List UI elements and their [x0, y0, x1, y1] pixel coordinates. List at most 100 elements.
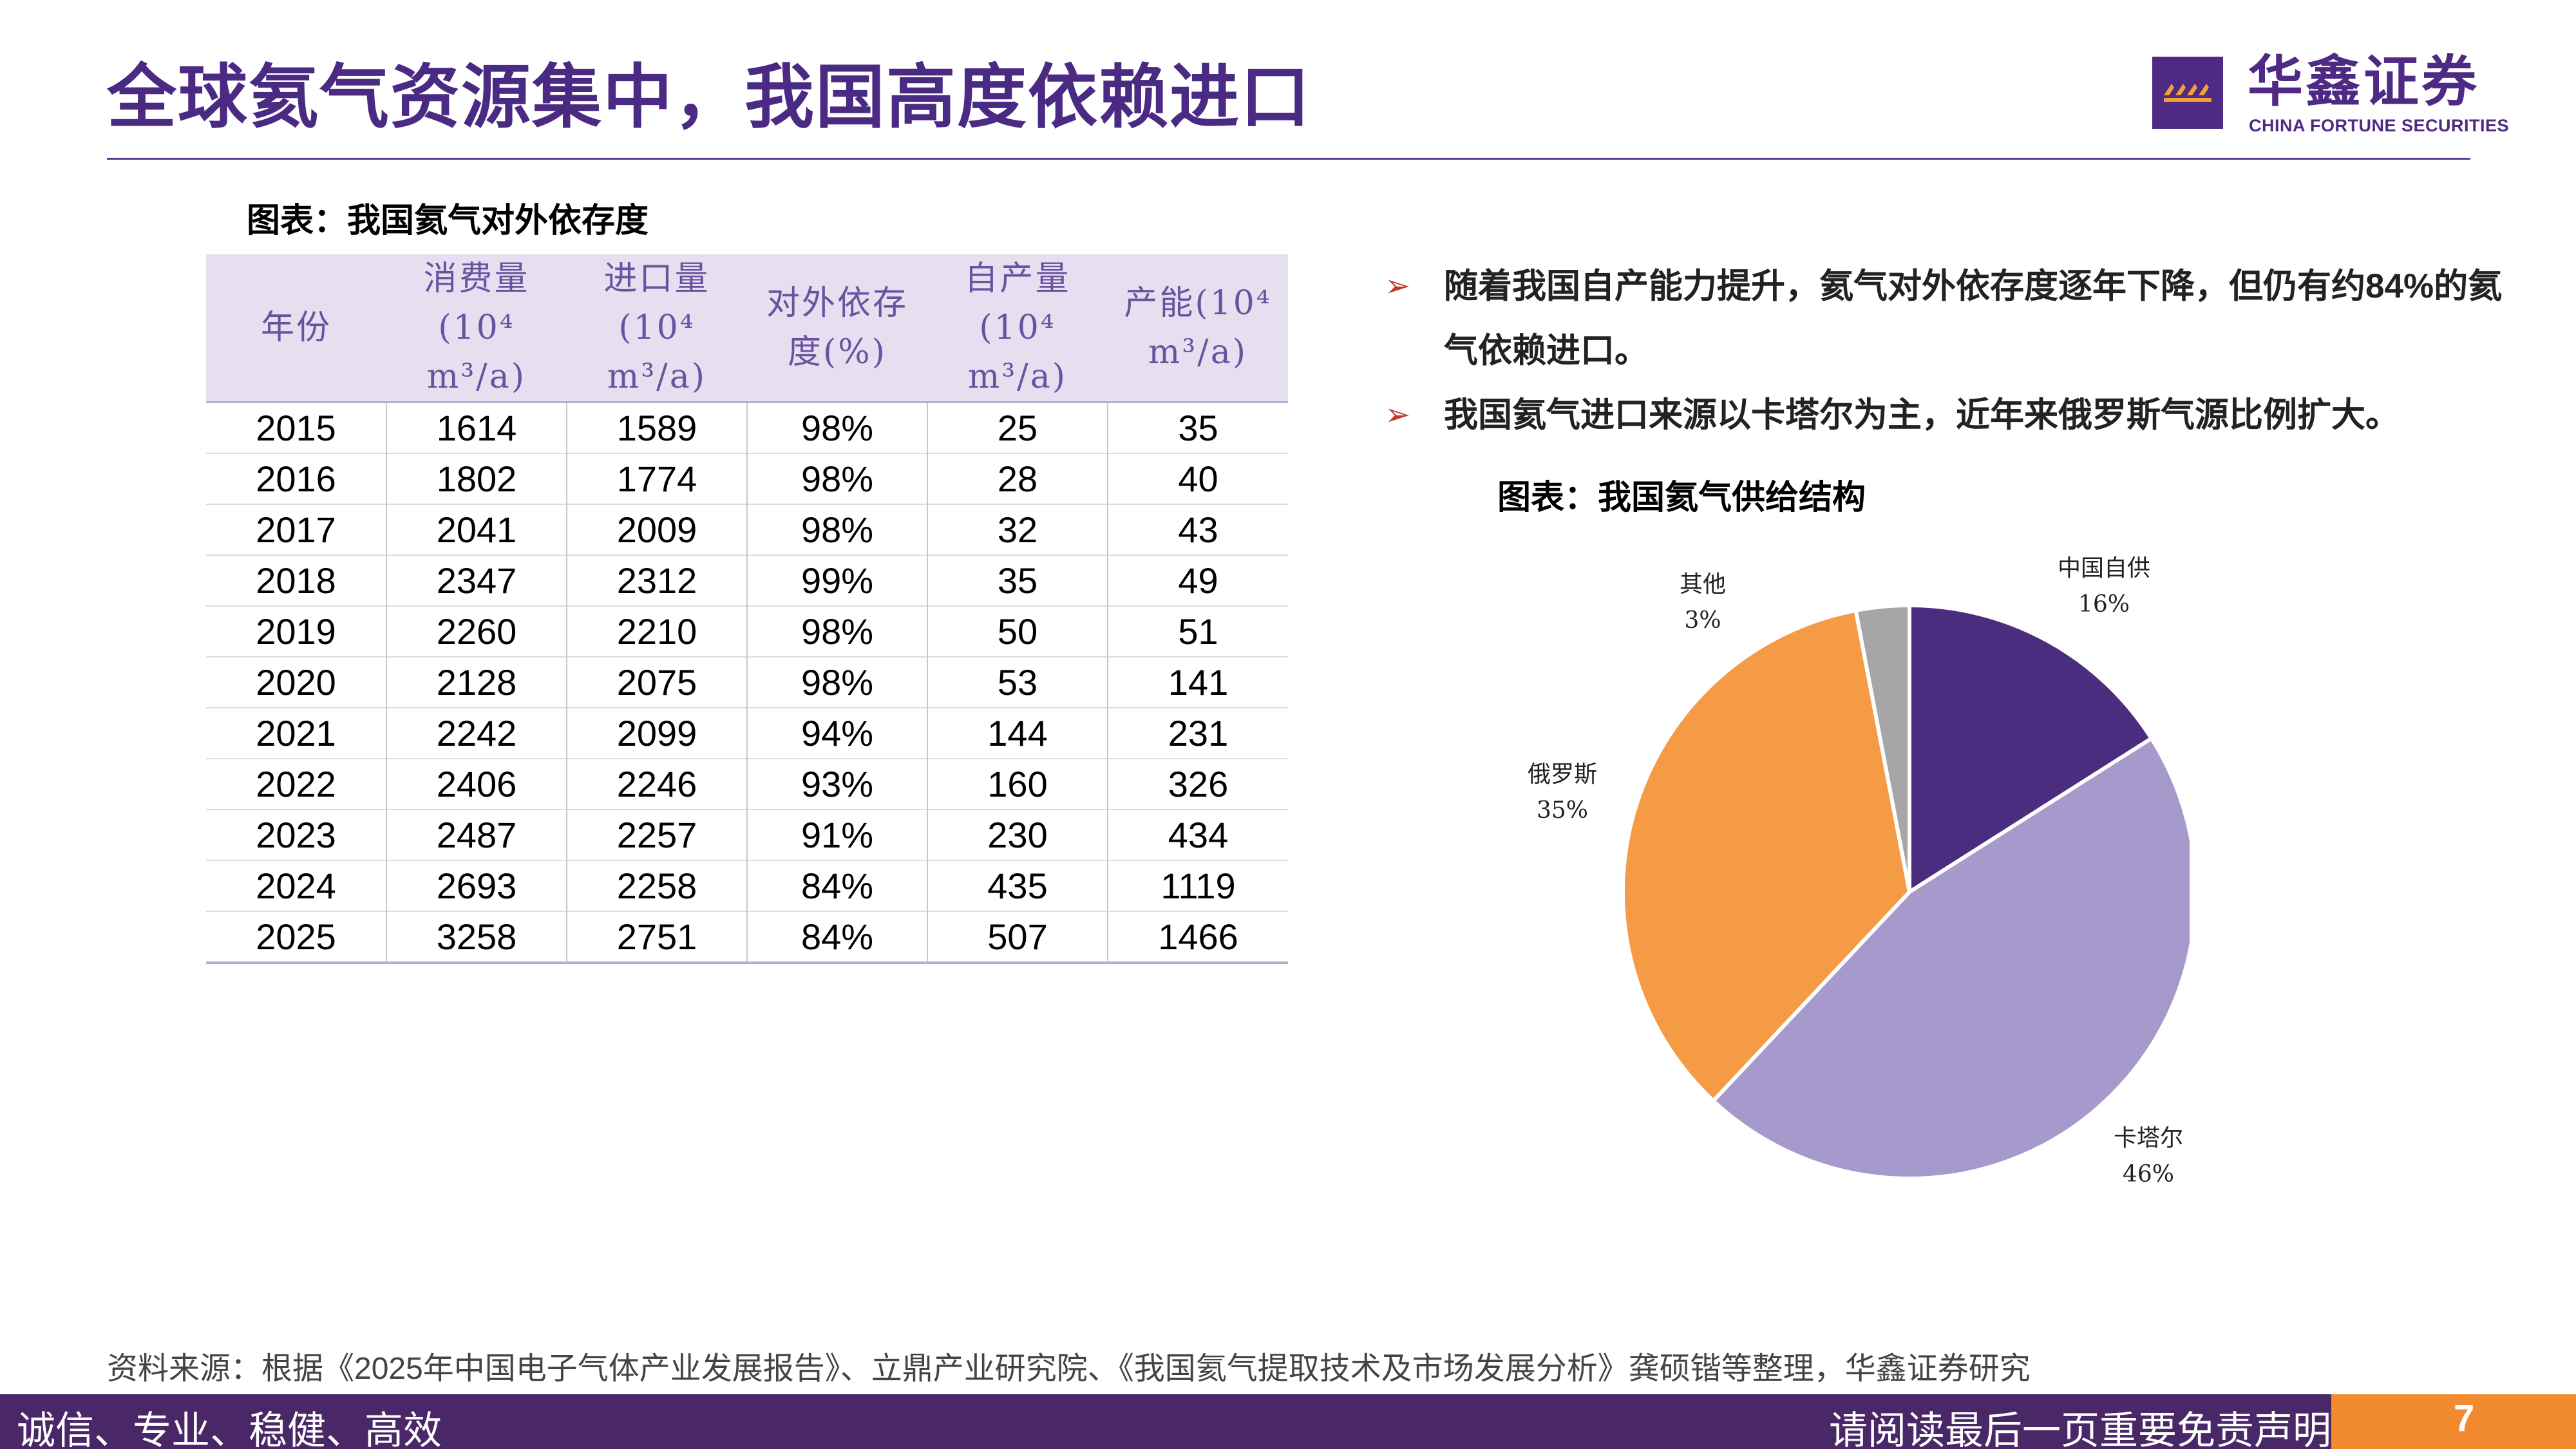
table-row: 2018 2347 2312 99% 35 49 — [206, 554, 1288, 606]
table-caption: 图表：我国氦气对外依存度 — [247, 202, 649, 240]
table-cell: 3258 — [386, 911, 567, 964]
table-row: 2024 2693 2258 84% 435 1119 — [206, 860, 1288, 911]
pie-label-name: 俄罗斯 — [1528, 761, 1598, 788]
table-cell: 435 — [927, 860, 1108, 911]
title-divider — [107, 158, 2470, 160]
table-cell: 53 — [927, 656, 1108, 708]
table-cell: 28 — [927, 453, 1108, 504]
table-cell: 2018 — [206, 554, 386, 606]
table-cell: 1774 — [566, 453, 747, 504]
page-number-box: 7 — [2331, 1394, 2576, 1449]
helium-dependency-table: 年份 消费量(10⁴ m³/a) 进口量(10⁴ m³/a) 对外依存度(%) … — [206, 254, 1288, 964]
supply-structure-pie-chart — [1621, 603, 2190, 1179]
table-cell: 98% — [746, 401, 927, 453]
header-consumption: 消费量(10⁴ m³/a) — [386, 254, 567, 402]
arrow-icon: ➢ — [1385, 398, 1411, 432]
table-row: 2019 2260 2210 98% 50 51 — [206, 605, 1288, 657]
table-cell: 230 — [927, 809, 1108, 860]
bullet-text: 随着我国自产能力提升，氦气对外依存度逐年下降，但仍有约84%的氦气依赖进口。 — [1444, 267, 2503, 370]
table-cell: 1466 — [1107, 911, 1288, 964]
bullet-item: ➢ 随着我国自产能力提升，氦气对外依存度逐年下降，但仍有约84%的氦气依赖进口。 — [1385, 254, 2518, 383]
pie-label-value: 3% — [1684, 607, 1721, 634]
table-cell: 2751 — [566, 911, 747, 964]
pie-label-qatar: 卡塔尔 46% — [2114, 1121, 2183, 1193]
logo-name-cn: 华鑫证券 — [2248, 51, 2479, 113]
table-cell: 98% — [746, 605, 927, 657]
footer-disclaimer: 请阅读最后一页重要免责声明 — [1829, 1409, 2331, 1449]
table-cell: 40 — [1107, 453, 1288, 504]
table-cell: 91% — [746, 809, 927, 860]
header-year: 年份 — [206, 254, 386, 402]
pie-label-china: 中国自供 16% — [2058, 551, 2150, 623]
table-cell: 2024 — [206, 860, 386, 911]
table-cell: 160 — [927, 758, 1108, 810]
table-cell: 2257 — [566, 809, 747, 860]
table-cell: 144 — [927, 707, 1108, 759]
table-row: 2025 3258 2751 84% 507 1466 — [206, 911, 1288, 964]
table-cell: 2487 — [386, 809, 567, 860]
table-cell: 507 — [927, 911, 1108, 964]
table-cell: 2023 — [206, 809, 386, 860]
pie-label-name: 卡塔尔 — [2114, 1125, 2184, 1151]
table-row: 2021 2242 2099 94% 144 231 — [206, 707, 1288, 759]
table-cell: 2312 — [566, 554, 747, 606]
page-title: 全球氦气资源集中，我国高度依赖进口 — [107, 58, 1312, 136]
pie-label-value: 35% — [1537, 797, 1589, 824]
table-cell: 84% — [746, 911, 927, 964]
table-cell: 2075 — [566, 656, 747, 708]
table-cell: 2020 — [206, 656, 386, 708]
table-cell: 2025 — [206, 911, 386, 964]
table-header-row: 年份 消费量(10⁴ m³/a) 进口量(10⁴ m³/a) 对外依存度(%) … — [206, 254, 1288, 402]
table-cell: 43 — [1107, 504, 1288, 555]
table-cell: 1119 — [1107, 860, 1288, 911]
bullet-text: 我国氦气进口来源以卡塔尔为主，近年来俄罗斯气源比例扩大。 — [1444, 396, 2400, 434]
header-capacity: 产能(10⁴ m³/a) — [1108, 254, 1288, 402]
table-cell: 32 — [927, 504, 1108, 555]
footer-bar: 诚信、专业、稳健、高效 请阅读最后一页重要免责声明 7 — [0, 1394, 2576, 1449]
page-number: 7 — [2454, 1397, 2475, 1439]
pie-label-name: 其他 — [1680, 571, 1727, 598]
source-note: 资料来源：根据《2025年中国电子气体产业发展报告》、立鼎产业研究院、《我国氦气… — [107, 1352, 2031, 1386]
footer-motto: 诚信、专业、稳健、高效 — [17, 1409, 442, 1449]
pie-label-value: 46% — [2123, 1161, 2175, 1188]
table-cell: 2246 — [566, 758, 747, 810]
table-cell: 2258 — [566, 860, 747, 911]
table-cell: 2022 — [206, 758, 386, 810]
company-logo: 华鑫证券 CHINA FORTUNE SECURITIES — [2152, 54, 2509, 140]
header-import: 进口量(10⁴ m³/a) — [567, 254, 747, 402]
table-cell: 2019 — [206, 605, 386, 657]
pie-slice-其他 — [1853, 603, 1911, 893]
bullet-item: ➢ 我国氦气进口来源以卡塔尔为主，近年来俄罗斯气源比例扩大。 — [1385, 383, 2518, 448]
pie-slice-卡塔尔 — [1710, 735, 2190, 1179]
table-cell: 84% — [746, 860, 927, 911]
table-cell: 1589 — [566, 401, 747, 453]
pie-chart-title: 图表：我国氦气供给结构 — [1497, 479, 1866, 516]
pie-label-name: 中国自供 — [2058, 555, 2151, 582]
table-cell: 2693 — [386, 860, 567, 911]
table-cell: 2017 — [206, 504, 386, 555]
table-cell: 93% — [746, 758, 927, 810]
logo-mark-icon — [2152, 57, 2223, 129]
table-row: 2023 2487 2257 91% 230 434 — [206, 809, 1288, 860]
table-cell: 231 — [1107, 707, 1288, 759]
table-cell: 98% — [746, 504, 927, 555]
table-cell: 434 — [1107, 809, 1288, 860]
table-cell: 2242 — [386, 707, 567, 759]
table-cell: 49 — [1107, 554, 1288, 606]
pie-slice-中国自供 — [1908, 603, 2154, 896]
pie-slice-俄罗斯 — [1621, 608, 1912, 1104]
table-cell: 2015 — [206, 401, 386, 453]
pie-label-value: 16% — [2078, 591, 2130, 618]
table-cell: 35 — [927, 554, 1108, 606]
table-cell: 94% — [746, 707, 927, 759]
table-cell: 141 — [1107, 656, 1288, 708]
header-production: 自产量(10⁴ m³/a) — [927, 254, 1108, 402]
arrow-icon: ➢ — [1385, 269, 1411, 303]
table-row: 2020 2128 2075 98% 53 141 — [206, 656, 1288, 708]
table-row: 2015 1614 1589 98% 25 35 — [206, 401, 1288, 453]
table-row: 2017 2041 2009 98% 32 43 — [206, 504, 1288, 555]
table-row: 2022 2406 2246 93% 160 326 — [206, 758, 1288, 810]
table-cell: 2128 — [386, 656, 567, 708]
logo-name-en: CHINA FORTUNE SECURITIES — [2249, 116, 2510, 135]
pie-label-russia: 俄罗斯 35% — [1528, 757, 1597, 829]
